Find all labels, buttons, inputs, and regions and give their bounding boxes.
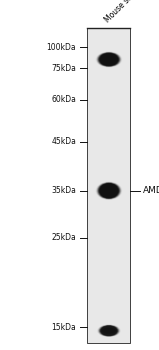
Ellipse shape: [98, 52, 120, 67]
Ellipse shape: [98, 182, 120, 199]
Ellipse shape: [98, 325, 119, 337]
Ellipse shape: [97, 182, 121, 199]
Ellipse shape: [97, 52, 121, 67]
Ellipse shape: [102, 328, 116, 334]
Ellipse shape: [98, 325, 120, 337]
Text: Mouse skeletal muscle: Mouse skeletal muscle: [103, 0, 159, 25]
Ellipse shape: [100, 326, 118, 336]
Ellipse shape: [99, 183, 119, 198]
Bar: [87, 28, 130, 343]
Text: 100kDa: 100kDa: [47, 43, 76, 52]
Text: 60kDa: 60kDa: [52, 95, 76, 104]
Text: 35kDa: 35kDa: [52, 186, 76, 195]
Ellipse shape: [96, 182, 122, 200]
Ellipse shape: [100, 326, 118, 336]
Ellipse shape: [99, 325, 118, 336]
Ellipse shape: [99, 325, 119, 336]
Ellipse shape: [101, 326, 117, 336]
Text: 75kDa: 75kDa: [52, 64, 76, 73]
Ellipse shape: [96, 52, 122, 67]
Text: 45kDa: 45kDa: [52, 137, 76, 146]
Ellipse shape: [98, 52, 120, 66]
Ellipse shape: [100, 53, 118, 66]
Text: 15kDa: 15kDa: [52, 323, 76, 332]
Ellipse shape: [97, 182, 121, 199]
Ellipse shape: [97, 52, 121, 67]
Text: 25kDa: 25kDa: [52, 233, 76, 243]
Ellipse shape: [97, 324, 120, 337]
Ellipse shape: [99, 53, 119, 66]
Ellipse shape: [101, 187, 117, 195]
Text: AMD1: AMD1: [143, 186, 159, 195]
Ellipse shape: [99, 183, 119, 198]
Ellipse shape: [100, 183, 118, 198]
Ellipse shape: [101, 56, 117, 63]
Ellipse shape: [98, 183, 120, 199]
Ellipse shape: [99, 53, 119, 66]
